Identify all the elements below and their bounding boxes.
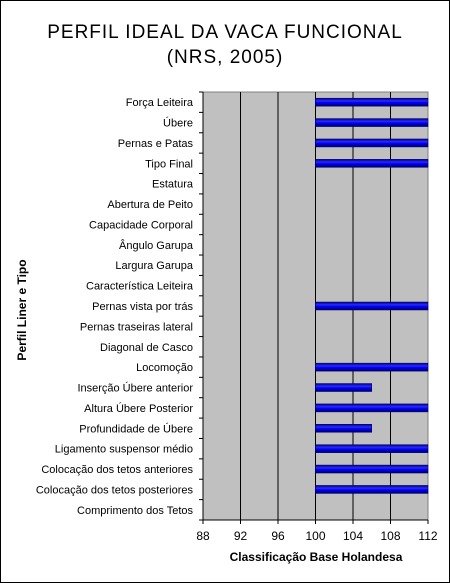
category-label: Altura Úbere Posterior [84,402,193,415]
bar [315,444,429,453]
x-tick-label: 104 [343,529,363,543]
category-label: Colocação dos tetos anteriores [41,464,193,476]
bar [315,138,429,148]
bar [315,159,429,168]
bar [315,301,429,311]
bar [315,383,372,392]
category-label: Largura Garupa [115,260,194,272]
category-label: Abertura de Peito [107,199,193,211]
bar [315,424,372,433]
y-axis-label: Perfil Liner e Tipo [15,259,29,360]
x-tick-label: 96 [271,529,285,543]
chart-title-line2: (NRS, 2005) [167,47,284,68]
category-label: Comprimento dos Tetos [77,505,193,517]
x-tick-label: 88 [196,529,210,543]
x-tick-label: 112 [418,529,437,543]
category-label: Ligamento suspensor médio [55,444,193,456]
x-tick-label: 108 [380,529,400,543]
category-label: Colocação dos tetos posteriores [36,484,194,496]
category-label: Característica Leiteira [86,281,194,293]
category-label: Força Leiteira [126,97,194,109]
category-label: Tipo Final [145,158,193,170]
bar [315,485,429,494]
x-tick-label: 92 [234,529,248,543]
category-label: Locomoção [136,362,193,374]
bar [315,97,429,107]
bar [315,362,429,372]
chart-title-line1: PERFIL IDEAL DA VACA FUNCIONAL [47,22,403,43]
bar [315,118,429,127]
x-tick-label: 100 [305,529,325,543]
category-label: Pernas vista por trás [92,301,193,313]
x-axis-label: Classificação Base Holandesa [230,550,403,564]
category-label: Pernas e Patas [118,138,194,150]
category-label: Ângulo Garupa [119,239,194,252]
bar [315,464,429,474]
bar [315,403,429,413]
category-label: Estatura [152,179,194,191]
category-label: Profundidade de Úbere [79,422,193,435]
category-label: Diagonal de Casco [100,342,193,354]
category-label: Úbere [163,117,193,130]
category-label: Capacidade Corporal [89,219,193,231]
category-label: Inserção Úbere anterior [77,382,193,395]
category-label: Pernas traseiras lateral [80,321,193,333]
